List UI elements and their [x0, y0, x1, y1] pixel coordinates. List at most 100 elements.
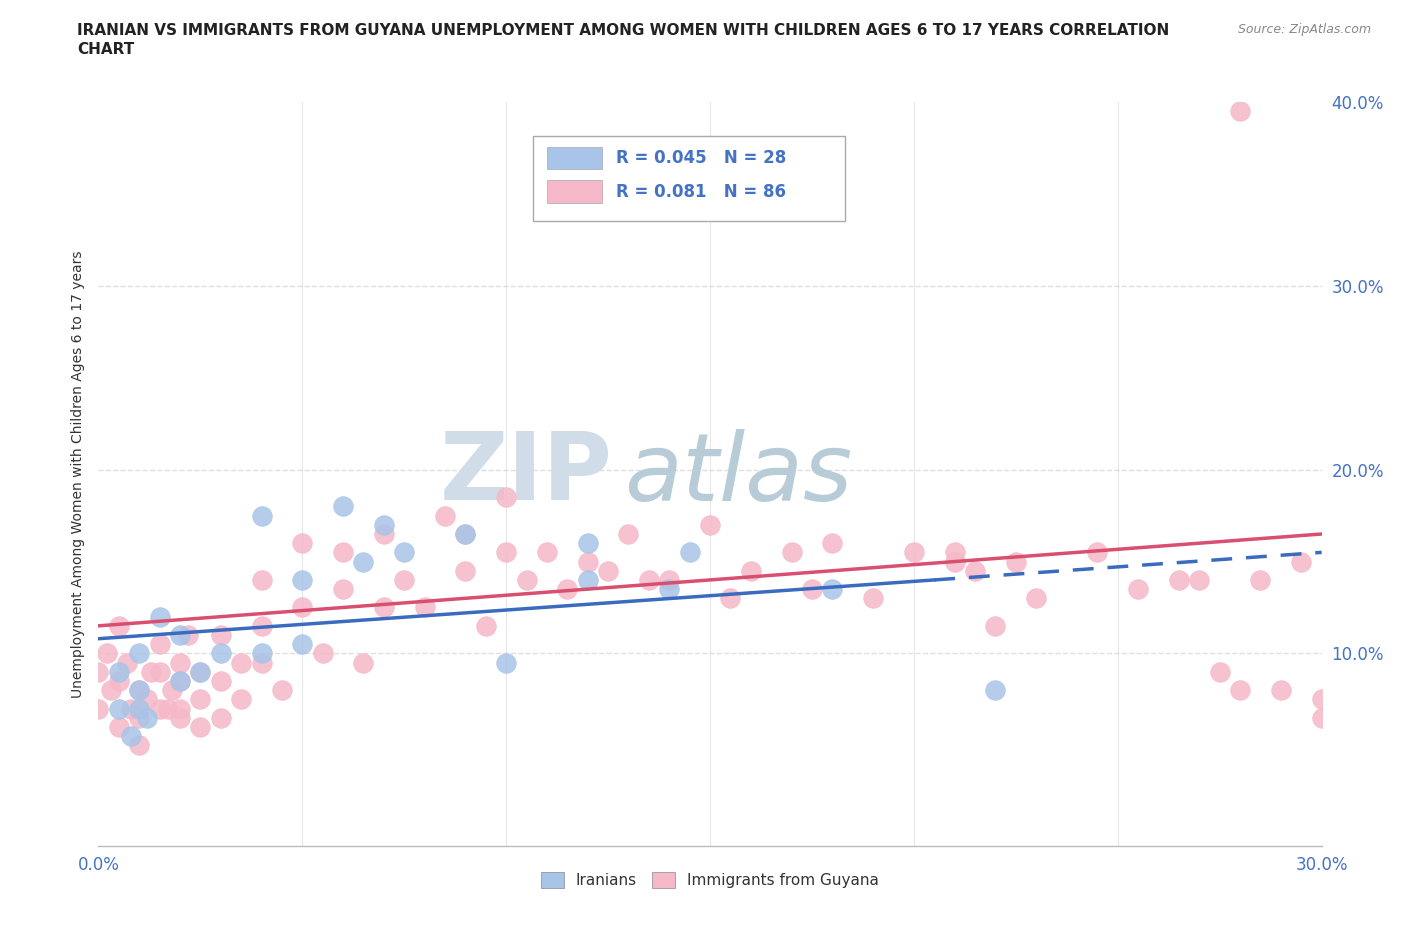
Text: ZIP: ZIP — [439, 429, 612, 520]
Text: IRANIAN VS IMMIGRANTS FROM GUYANA UNEMPLOYMENT AMONG WOMEN WITH CHILDREN AGES 6 : IRANIAN VS IMMIGRANTS FROM GUYANA UNEMPL… — [77, 23, 1170, 38]
Point — [87, 701, 110, 716]
Point — [454, 526, 477, 541]
Point — [352, 655, 374, 670]
Point — [373, 526, 395, 541]
Point — [637, 573, 661, 588]
Point — [188, 664, 212, 679]
Point — [903, 545, 925, 560]
Point — [801, 581, 824, 596]
Point — [332, 499, 354, 514]
Point — [231, 692, 253, 707]
Point — [209, 628, 232, 643]
Point — [169, 701, 191, 716]
Point — [495, 545, 517, 560]
Point — [169, 628, 191, 643]
Point — [718, 591, 742, 605]
Point — [128, 683, 150, 698]
Point — [1270, 683, 1292, 698]
Point — [177, 628, 200, 643]
Point — [250, 655, 273, 670]
Text: R = 0.081   N = 86: R = 0.081 N = 86 — [616, 182, 786, 201]
Point — [740, 564, 762, 578]
Point — [188, 664, 212, 679]
Point — [128, 711, 150, 725]
Point — [128, 701, 150, 716]
Point — [136, 711, 159, 725]
Point — [108, 701, 131, 716]
Point — [1310, 711, 1333, 725]
FancyBboxPatch shape — [547, 147, 602, 169]
Point — [495, 655, 517, 670]
Point — [1229, 104, 1251, 119]
Point — [821, 581, 844, 596]
Point — [984, 618, 1007, 633]
Point — [536, 545, 558, 560]
Point — [149, 701, 172, 716]
Point — [332, 545, 354, 560]
Point — [1249, 573, 1271, 588]
Point — [250, 508, 273, 523]
Point — [1167, 573, 1189, 588]
Point — [209, 711, 232, 725]
Point — [1188, 573, 1211, 588]
Text: Source: ZipAtlas.com: Source: ZipAtlas.com — [1237, 23, 1371, 36]
Legend: Iranians, Immigrants from Guyana: Iranians, Immigrants from Guyana — [534, 866, 886, 895]
Point — [943, 545, 966, 560]
Point — [555, 581, 579, 596]
Point — [1085, 545, 1108, 560]
Point — [141, 664, 163, 679]
Point — [1025, 591, 1047, 605]
Point — [576, 554, 599, 569]
Point — [943, 554, 966, 569]
Point — [108, 673, 131, 688]
Point — [598, 564, 620, 578]
Point — [149, 609, 172, 624]
Point — [413, 600, 436, 615]
Point — [149, 637, 172, 652]
Point — [1209, 664, 1232, 679]
Point — [169, 711, 191, 725]
Point — [373, 517, 395, 532]
Point — [352, 554, 374, 569]
Point — [250, 618, 273, 633]
Point — [332, 581, 354, 596]
Point — [291, 637, 314, 652]
Point — [780, 545, 803, 560]
Text: R = 0.045   N = 28: R = 0.045 N = 28 — [616, 149, 786, 167]
Point — [250, 646, 273, 661]
Point — [965, 564, 987, 578]
Point — [128, 737, 150, 752]
Point — [291, 600, 314, 615]
Point — [821, 536, 844, 551]
Point — [96, 646, 118, 661]
Point — [679, 545, 702, 560]
Point — [1004, 554, 1026, 569]
Point — [231, 655, 253, 670]
Point — [576, 573, 599, 588]
Point — [474, 618, 498, 633]
Point — [1291, 554, 1313, 569]
Point — [108, 720, 131, 735]
Point — [658, 573, 681, 588]
Point — [188, 692, 212, 707]
Point — [1229, 683, 1251, 698]
Point — [862, 591, 884, 605]
Point — [149, 664, 172, 679]
Point — [169, 673, 191, 688]
Point — [115, 655, 138, 670]
Point — [576, 536, 599, 551]
Text: atlas: atlas — [624, 429, 852, 520]
Point — [128, 683, 150, 698]
Point — [209, 673, 232, 688]
Point — [454, 526, 477, 541]
Point — [87, 664, 110, 679]
Point — [495, 490, 517, 505]
Point — [108, 618, 131, 633]
Point — [128, 646, 150, 661]
Point — [984, 683, 1007, 698]
Point — [136, 692, 159, 707]
Point — [291, 573, 314, 588]
Point — [270, 683, 294, 698]
Point — [373, 600, 395, 615]
Point — [160, 683, 183, 698]
